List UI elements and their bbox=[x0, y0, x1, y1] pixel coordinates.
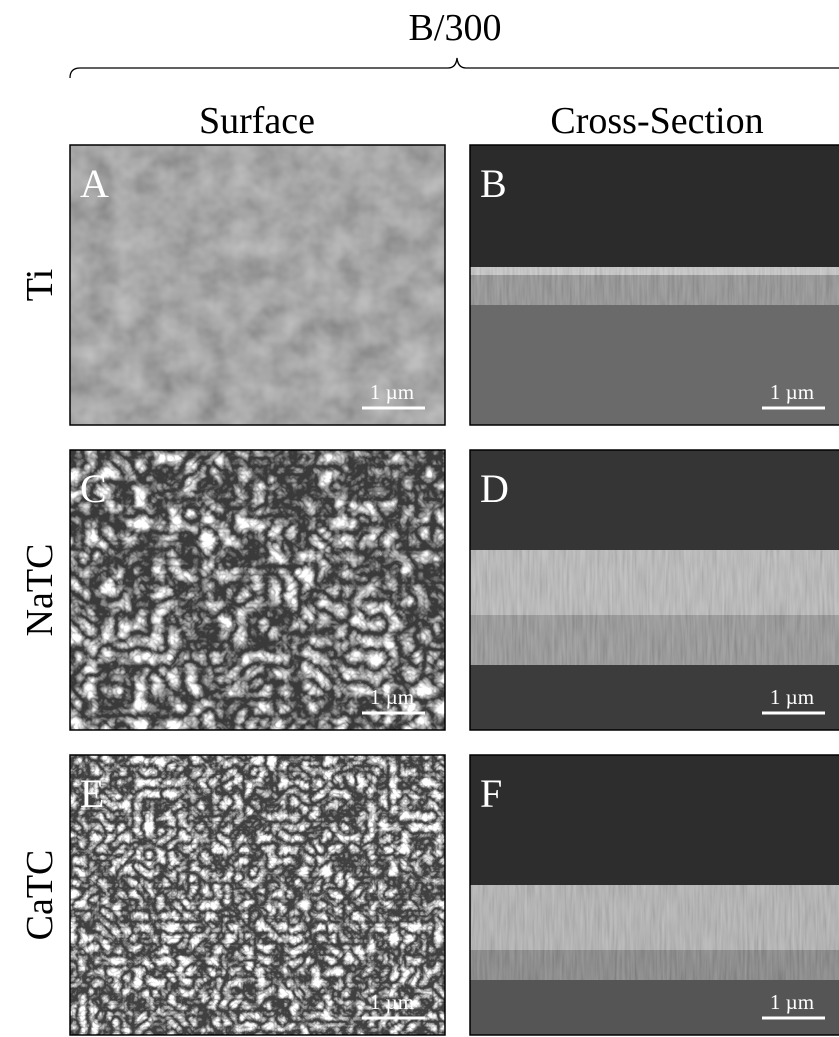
sem-panel: C 1 µm bbox=[70, 450, 445, 730]
image-texture bbox=[470, 885, 839, 980]
panel-letter: E bbox=[80, 771, 104, 816]
image-texture bbox=[470, 550, 839, 665]
header-title: B/300 bbox=[409, 7, 502, 49]
sem-panel: F 1 µm bbox=[470, 755, 839, 1035]
sem-panel: E 1 µm bbox=[70, 755, 445, 1035]
row-label: NaTC bbox=[19, 544, 61, 637]
panel-letter: F bbox=[480, 771, 502, 816]
row-label: Ti bbox=[19, 269, 61, 301]
scale-bar-label: 1 µm bbox=[370, 380, 414, 404]
scale-bar-label: 1 µm bbox=[770, 990, 814, 1014]
column-title: Surface bbox=[199, 100, 315, 142]
image-layer bbox=[470, 755, 839, 885]
panel-letter: B bbox=[480, 161, 507, 206]
sem-panel: A 1 µm bbox=[70, 145, 445, 425]
column-title: Cross-Section bbox=[550, 100, 763, 142]
scale-bar-label: 1 µm bbox=[370, 685, 414, 709]
scale-bar-label: 1 µm bbox=[370, 990, 414, 1014]
scale-bar-label: 1 µm bbox=[770, 380, 814, 404]
panel-letter: C bbox=[80, 466, 107, 511]
row-label: CaTC bbox=[19, 850, 61, 941]
sem-panel: B 1 µm bbox=[470, 145, 839, 425]
image-layer bbox=[470, 450, 839, 550]
panel-letter: A bbox=[80, 161, 109, 206]
figure: B/300 Surface Cross-Section Ti A 1 µm B 1 µm Na… bbox=[0, 0, 839, 1037]
brace bbox=[70, 58, 839, 78]
sem-panel: D 1 µm bbox=[470, 450, 839, 730]
image-layer bbox=[470, 145, 839, 267]
image-texture bbox=[470, 267, 839, 305]
panel-letter: D bbox=[480, 466, 509, 511]
scale-bar-label: 1 µm bbox=[770, 685, 814, 709]
